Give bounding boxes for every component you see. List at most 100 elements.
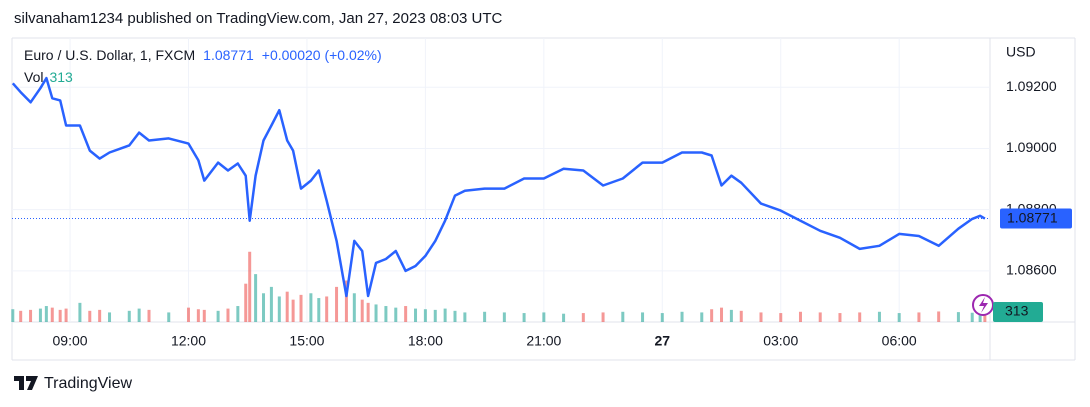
volume-bar [202,309,206,322]
volume-bar [502,312,506,322]
volume-bar [601,312,605,322]
x-tick-label: 06:00 [882,333,917,349]
volume-legend: Vol 313 [24,69,73,85]
price-change: +0.00020 (+0.02%) [262,47,382,63]
volume-bar [254,274,258,322]
volume-bar [11,309,15,322]
brand-logo [14,376,38,390]
last-volume-tag [993,302,1043,322]
currency-label: USD [1006,44,1036,60]
x-tick-label: 15:00 [289,333,324,349]
volume-bar [98,309,102,322]
alert-icon[interactable] [972,294,994,316]
last-price-tag [1000,208,1072,229]
volume-bar [137,308,141,322]
volume-bar [44,306,48,322]
volume-bar [700,312,704,322]
volume-bar [759,312,763,322]
last-volume-tag-label: 313 [1005,303,1029,319]
volume-bar [262,293,266,322]
volume-bar [29,309,33,322]
volume-bar [581,313,585,322]
grid [12,38,990,322]
volume-bar [325,296,329,322]
volume-bar [897,313,901,322]
volume-bar [248,251,252,322]
y-tick-label: 1.09000 [1006,139,1057,155]
volume-bar [779,313,783,322]
volume-bar [423,309,427,322]
x-tick-label: 21:00 [526,333,561,349]
volume-bar [360,299,364,322]
volume-bar [19,310,23,322]
volume-bar [127,310,131,322]
volume-bar [660,313,664,322]
volume-bar [838,313,842,322]
volume-bar [542,312,546,322]
volume-bar [443,308,447,322]
brand-name: TradingView [44,375,132,392]
volume-bar [58,309,62,322]
x-tick-label: 03:00 [763,333,798,349]
volume-bar [720,307,724,322]
symbol-title: Euro / U.S. Dollar, 1, FXCM [24,47,195,63]
volume-bar [147,309,151,322]
volume-bar [710,309,714,322]
volume-bar [64,308,68,322]
volume-bar [483,311,487,322]
volume-bar [299,294,303,322]
volume-bar [453,310,457,322]
volume-bar [335,286,339,322]
volume-bar [50,307,54,322]
last-price: 1.08771 [203,47,254,63]
volume-bar [186,307,190,322]
last-price-tag-label: 1.08771 [1007,209,1058,225]
volume-bar [352,293,356,322]
x-tick-label: 09:00 [53,333,88,349]
volume-name: Vol [24,69,43,85]
volume-bar [226,308,230,322]
volume-bar [269,286,273,322]
legend: Euro / U.S. Dollar, 1, FXCM 1.08771 +0.000… [24,47,382,63]
volume-bar [970,312,974,322]
volume-bar [291,299,295,322]
y-tick-label: 1.09200 [1006,78,1057,94]
volume-bar [917,312,921,322]
volume-bar [680,311,684,322]
volume-bar [394,307,398,322]
volume-bar [309,293,313,322]
volume-bar [858,312,862,322]
volume-bar [463,312,467,322]
x-tick-label: 18:00 [408,333,443,349]
volume-bar [196,309,200,322]
volume-bar [978,312,982,322]
volume-bar [366,302,370,322]
volume-bar [983,312,987,322]
publisher-caption: silvanaham1234 published on TradingView.… [14,10,503,27]
y-tick-label: 1.08600 [1006,262,1057,278]
x-tick-label: 12:00 [171,333,206,349]
price-pane [11,76,990,298]
volume-bar [739,310,743,322]
volume-bar [404,306,408,322]
volume-bar [798,311,802,322]
volume-bar [621,311,625,322]
volume-bar [956,312,960,322]
volume-bar [344,280,348,322]
volume-bar [937,311,941,322]
volume-bar [38,308,42,322]
volume-bar [216,310,220,322]
volume-bar [285,291,289,322]
volume-bar [877,311,881,322]
volume-bar [562,313,566,322]
volume-bar [384,306,388,322]
volume-bar [317,298,321,322]
volume-bar [641,312,645,322]
volume-bar [414,308,418,322]
volume-bar [729,309,733,322]
volume-bar [277,296,281,322]
volume-bar [167,312,171,322]
volume-bar [433,309,437,322]
